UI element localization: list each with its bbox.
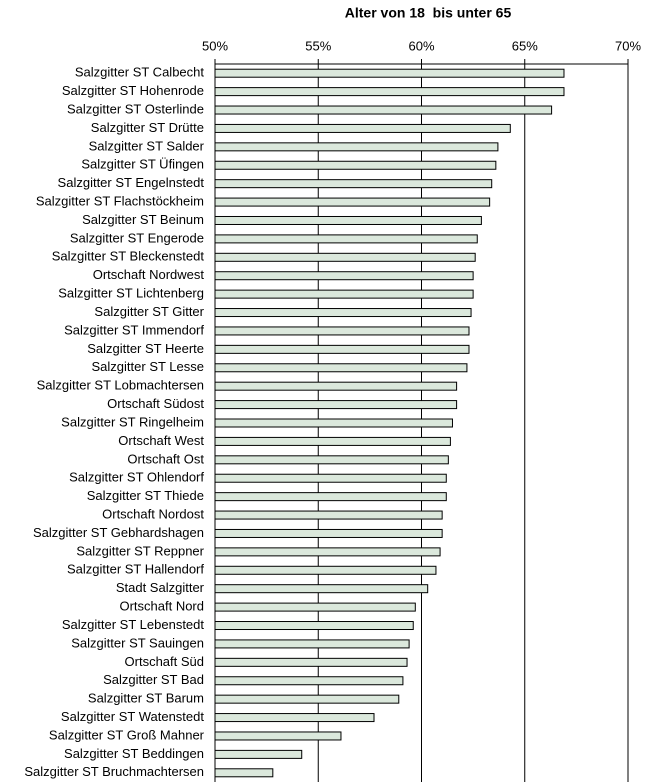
bar [214, 602, 416, 612]
y-tick-label: Salzgitter ST Heerte [87, 341, 204, 356]
y-tick-label: Salzgitter ST Lebenstedt [62, 617, 205, 632]
y-tick-label: Salzgitter ST Thiede [87, 488, 204, 503]
bar [214, 142, 499, 152]
bar [214, 436, 451, 446]
y-tick-label: Salzgitter ST Engelnstedt [58, 175, 205, 190]
bar [214, 123, 511, 133]
y-tick-label: Ortschaft Nord [119, 599, 204, 614]
bar [214, 492, 447, 502]
bar [214, 400, 458, 410]
y-tick-label: Salzgitter ST Hohenrode [62, 83, 204, 98]
bar [214, 528, 443, 538]
bar [214, 657, 408, 667]
y-tick-label: Salzgitter ST Ringelheim [61, 414, 204, 429]
y-tick-label: Salzgitter ST Bruchmachtersen [24, 764, 204, 779]
y-tick-label: Salzgitter ST Ohlendorf [69, 470, 204, 485]
bar [214, 160, 497, 170]
y-tick-label: Salzgitter ST Beinum [82, 212, 204, 227]
bar [214, 252, 476, 262]
bar [214, 768, 274, 778]
y-tick-label: Stadt Salzgitter [116, 580, 205, 595]
bar [214, 179, 493, 189]
y-tick-label: Salzgitter ST Hallendorf [67, 562, 204, 577]
y-tick-label: Salzgitter ST Bleckenstedt [52, 249, 205, 264]
y-tick-label: Salzgitter ST Beddingen [64, 746, 204, 761]
bar [214, 473, 447, 483]
bar [214, 381, 458, 391]
y-tick-label: Salzgitter ST Drütte [91, 120, 204, 135]
bar [214, 326, 470, 336]
y-tick-label: Salzgitter ST Calbecht [75, 65, 204, 80]
y-tick-label: Salzgitter ST Immendorf [64, 322, 204, 337]
x-tick-label: 65% [512, 38, 538, 53]
y-tick-label: Salzgitter ST Lichtenberg [58, 286, 204, 301]
bar [214, 418, 453, 428]
bar [214, 308, 472, 318]
y-tick-label: Salzgitter ST Bad [103, 672, 204, 687]
bar [214, 197, 491, 207]
y-tick-label: Salzgitter ST Watenstedt [61, 709, 204, 724]
y-tick-label: Salzgitter ST Üfingen [81, 157, 204, 172]
bar [214, 713, 375, 723]
bar [214, 289, 474, 299]
bar [214, 639, 410, 649]
bar [214, 749, 303, 759]
y-tick-label: Ortschaft Ost [127, 451, 204, 466]
x-tick-label: 50% [202, 38, 228, 53]
chart-title: Alter von 18 bis unter 65 [345, 5, 512, 21]
bar [214, 234, 478, 244]
y-tick-label: Ortschaft Nordwest [93, 267, 205, 282]
x-tick-label: 60% [408, 38, 434, 53]
y-tick-label: Salzgitter ST Flachstöckheim [36, 194, 204, 209]
bar [214, 676, 404, 686]
bar [214, 584, 429, 594]
bar [214, 105, 553, 115]
bar [214, 510, 443, 520]
y-tick-label: Ortschaft West [118, 433, 204, 448]
y-tick-label: Salzgitter ST Barum [88, 691, 204, 706]
y-tick-label: Salzgitter ST Gitter [94, 304, 204, 319]
y-tick-label: Salzgitter ST Osterlinde [67, 101, 204, 116]
bar [214, 565, 437, 575]
y-tick-label: Ortschaft Süd [125, 654, 204, 669]
bar [214, 215, 482, 225]
y-tick-label: Salzgitter ST Lesse [92, 359, 204, 374]
bar [214, 731, 342, 741]
bar [214, 363, 468, 373]
x-tick-label: 55% [305, 38, 331, 53]
bar [214, 694, 400, 704]
y-tick-label: Salzgitter ST Groß Mahner [49, 727, 205, 742]
bar [214, 271, 474, 281]
bar [214, 87, 565, 97]
bar [214, 68, 565, 78]
bar [214, 455, 449, 465]
y-tick-label: Salzgitter ST Sauingen [71, 635, 204, 650]
x-tick-label: 70% [615, 38, 641, 53]
bar [214, 344, 470, 354]
y-tick-label: Salzgitter ST Lobmachtersen [37, 378, 204, 393]
bar [214, 547, 441, 557]
y-tick-label: Salzgitter ST Engerode [70, 230, 204, 245]
y-tick-label: Salzgitter ST Gebhardshagen [33, 525, 204, 540]
y-tick-label: Salzgitter ST Salder [89, 138, 205, 153]
bar [214, 621, 414, 631]
y-tick-label: Salzgitter ST Reppner [76, 543, 204, 558]
y-tick-label: Ortschaft Nordost [102, 506, 204, 521]
y-tick-label: Ortschaft Südost [107, 396, 204, 411]
